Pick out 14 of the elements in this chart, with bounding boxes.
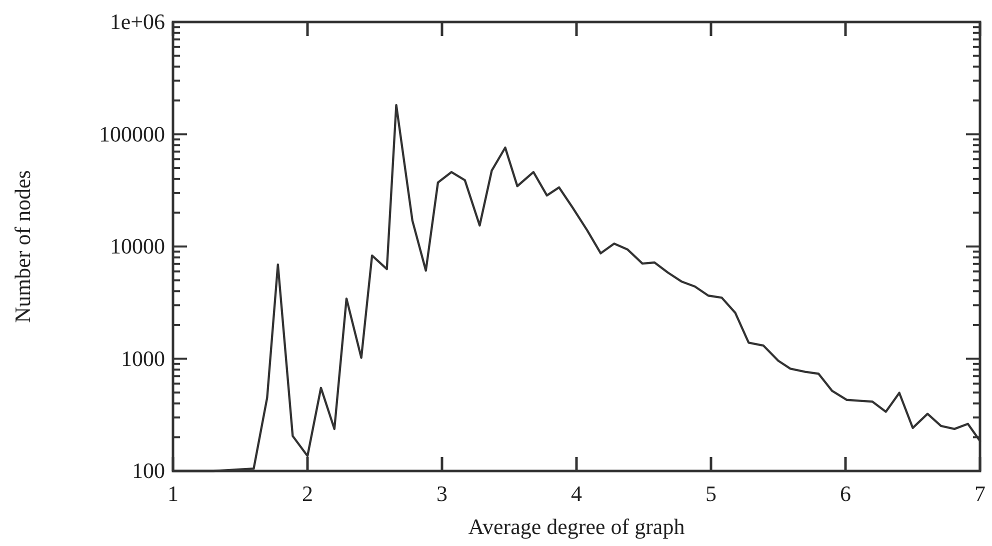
x-tick-label: 6 [840, 481, 851, 506]
y-tick-label: 1e+06 [110, 9, 165, 34]
y-tick-label: 10000 [110, 234, 165, 258]
y-axis-title: Number of nodes [10, 170, 35, 323]
x-axis-title: Average degree of graph [468, 514, 685, 539]
x-tick-label: 3 [436, 481, 448, 506]
x-tick-label: 4 [571, 481, 582, 506]
x-tick-label: 2 [302, 481, 313, 506]
x-tick-label: 7 [974, 481, 986, 506]
y-tick-label: 1000 [121, 346, 165, 371]
y-tick-label: 100000 [99, 121, 165, 146]
x-tick-label: 5 [706, 481, 716, 506]
x-tick-label: 1 [168, 481, 178, 506]
y-tick-label: 100 [132, 458, 165, 483]
